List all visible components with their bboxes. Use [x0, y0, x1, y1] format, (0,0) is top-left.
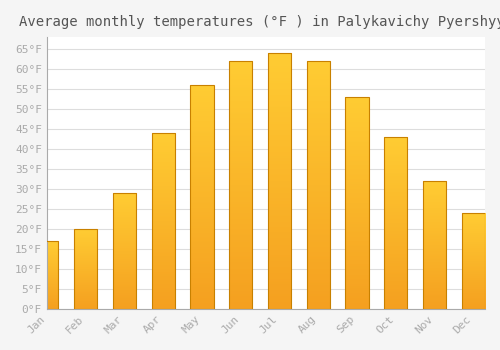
Title: Average monthly temperatures (°F ) in Palykavichy Pyershyya: Average monthly temperatures (°F ) in Pa…: [19, 15, 500, 29]
